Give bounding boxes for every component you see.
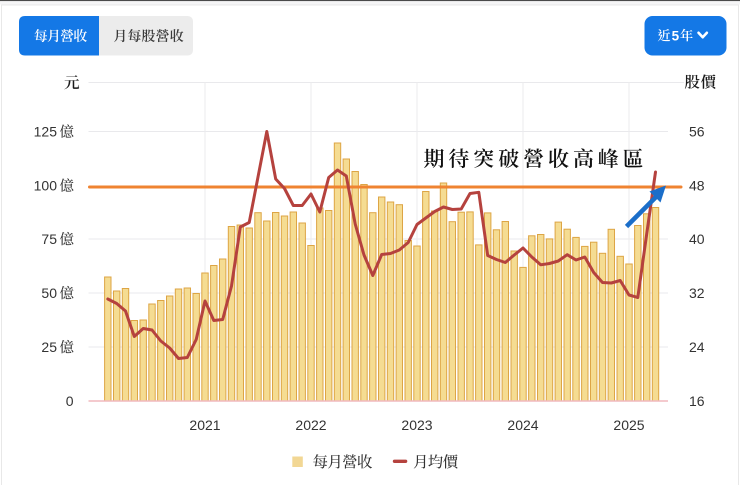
svg-text:2025: 2025 <box>613 417 644 433</box>
svg-text:5: 5 <box>672 28 680 43</box>
svg-text:75: 75 <box>41 231 57 247</box>
svg-text:2023: 2023 <box>401 417 432 433</box>
svg-text:32: 32 <box>689 285 705 301</box>
svg-text:2024: 2024 <box>507 417 538 433</box>
svg-text:16: 16 <box>689 393 705 409</box>
svg-text:48: 48 <box>689 178 705 194</box>
svg-text:56: 56 <box>689 124 705 140</box>
svg-text:100: 100 <box>34 178 58 194</box>
svg-text:2021: 2021 <box>189 417 220 433</box>
svg-text:24: 24 <box>689 339 705 355</box>
svg-text:25: 25 <box>41 339 57 355</box>
svg-text:2022: 2022 <box>295 417 326 433</box>
svg-text:40: 40 <box>689 231 705 247</box>
svg-text:50: 50 <box>41 285 57 301</box>
svg-text:125: 125 <box>34 124 58 140</box>
svg-text:0: 0 <box>66 393 74 409</box>
